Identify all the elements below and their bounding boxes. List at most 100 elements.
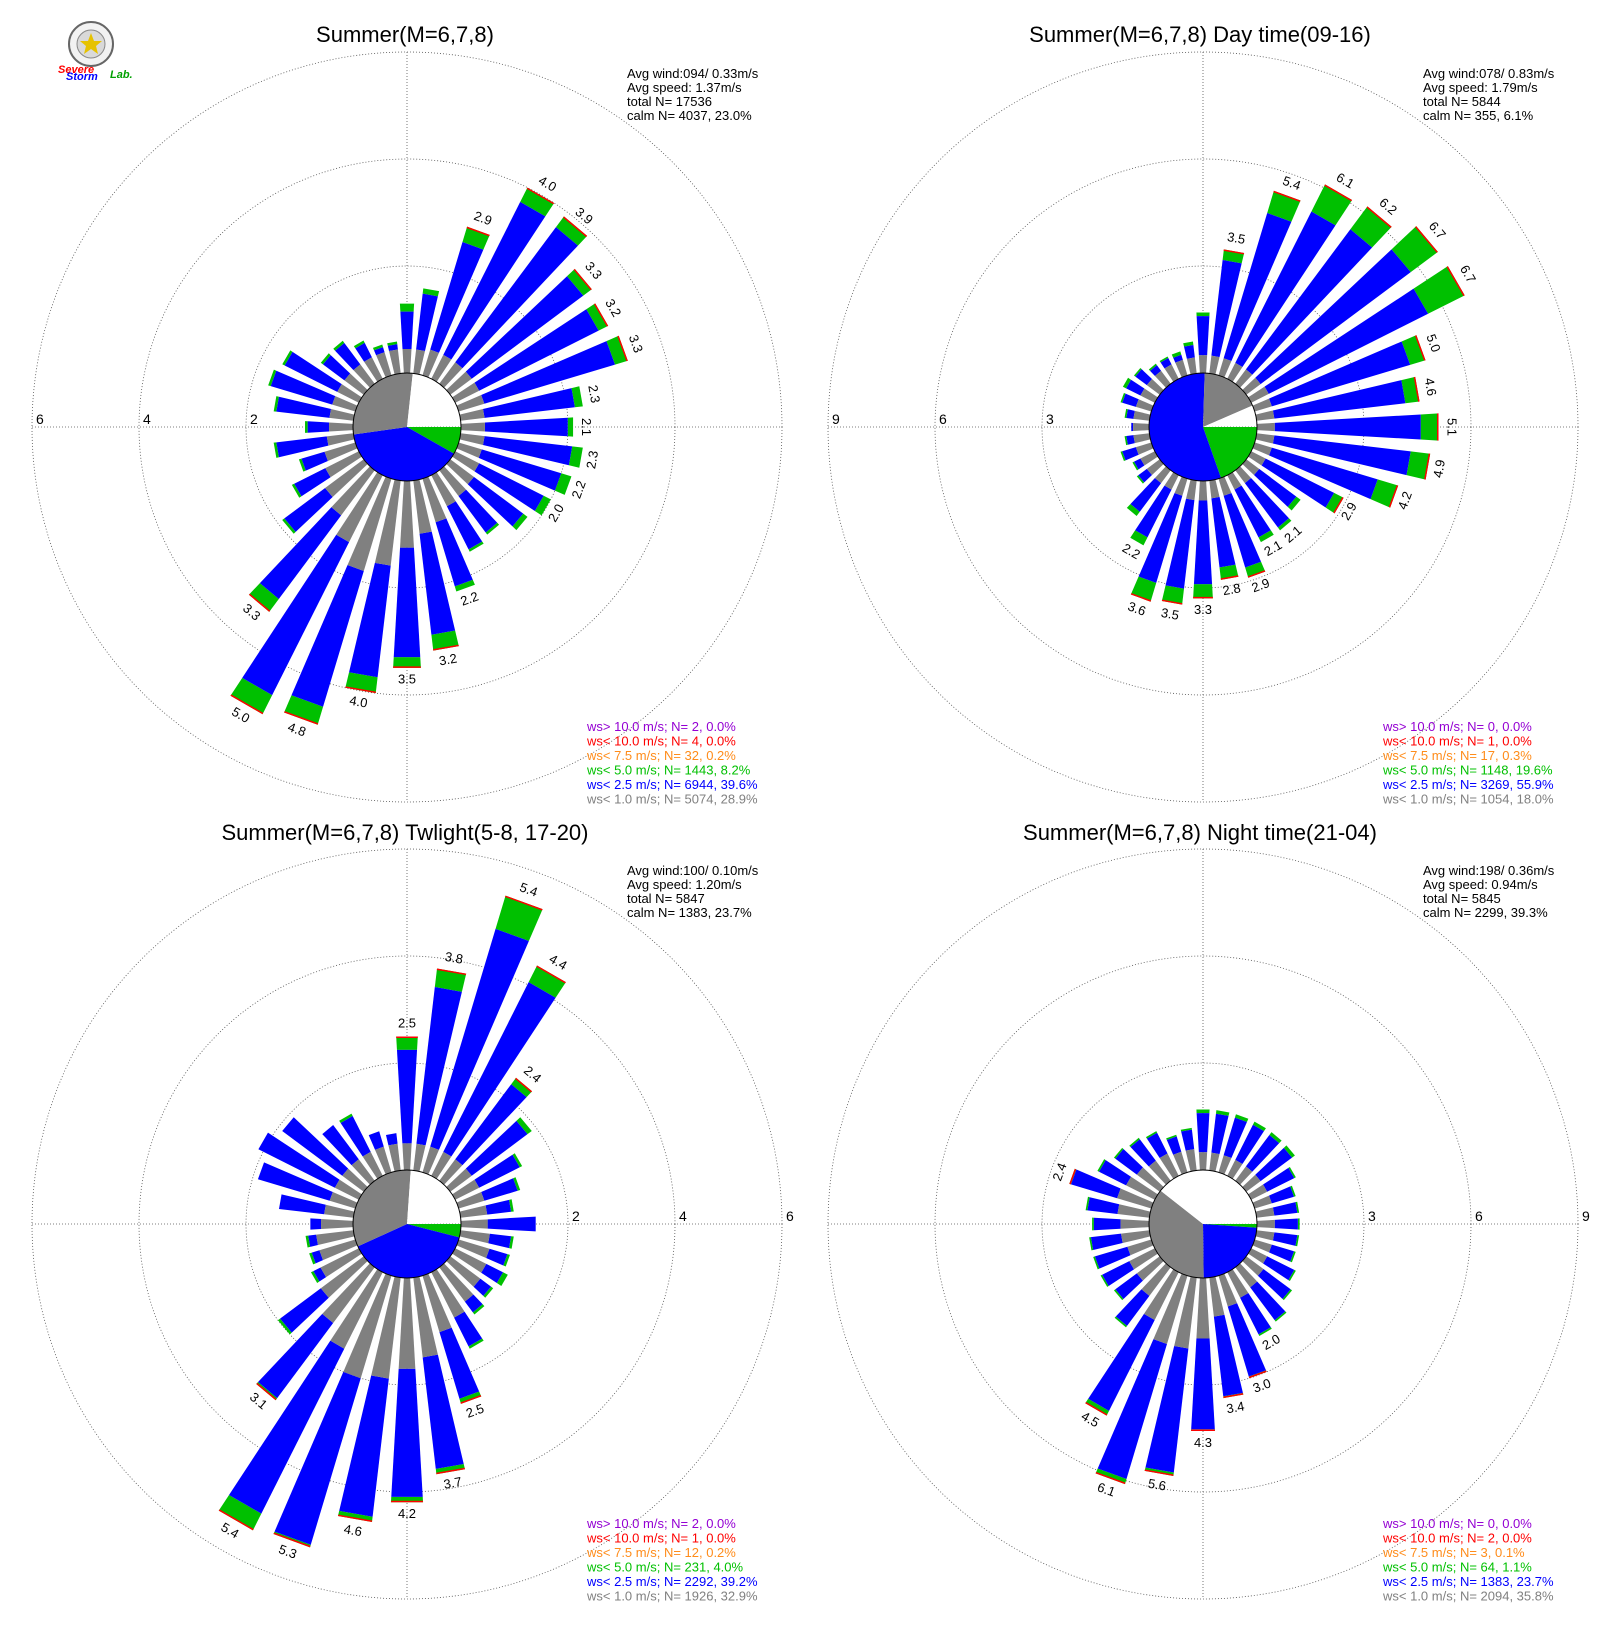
bar-dir-310: [1113, 1147, 1164, 1192]
bar-dir-290: 2.4: [1049, 1161, 1154, 1209]
bar-segment-ws-lt-10: [563, 216, 588, 237]
logo-line-2: Storm: [66, 71, 98, 83]
bar-segment-ws-lt-5: [567, 268, 592, 296]
bar-segment-ws-lt-5: [1092, 1217, 1094, 1231]
bar-segment-ws-lt-2-5: [481, 341, 616, 404]
bar-dir-280: [1124, 408, 1151, 421]
stat-line: Avg speed: 1.20m/s: [627, 877, 742, 892]
bar-segment-ws-lt-1: [1133, 433, 1151, 444]
bar-dir-300: [282, 350, 362, 403]
bar-segment-ws-lt-1: [388, 1143, 401, 1172]
bar-segment-ws-lt-2-5: [443, 982, 556, 1157]
bar-value-label: 4.0: [348, 693, 368, 711]
bar-dir-190: 4.6: [337, 1276, 401, 1539]
bar-segment-ws-lt-1: [446, 459, 474, 485]
stat-line: calm N= 2299, 39.3%: [1423, 905, 1548, 920]
bar-segment-ws-lt-10: [1324, 184, 1353, 202]
bar-segment-ws-lt-2-5: [313, 1267, 327, 1282]
bar-segment-ws-lt-5: [1258, 1327, 1272, 1336]
bar-segment-ws-lt-2-5: [276, 436, 329, 458]
bar-value-label: 5.4: [219, 1519, 242, 1541]
stat-line: Avg wind:100/ 0.10m/s: [627, 863, 759, 878]
bar-segment-ws-lt-5: [310, 1271, 320, 1284]
bar-segment-ws-lt-10: [1437, 413, 1439, 441]
bar-segment-ws-lt-1: [330, 1269, 383, 1349]
bar-dir-270: [310, 1218, 354, 1230]
bar-segment-ws-lt-2-5: [1268, 447, 1378, 500]
bar-dir-240: [310, 1248, 362, 1284]
bar-segment-ws-lt-10: [1248, 1370, 1267, 1379]
ring-tick-label: 6: [786, 1208, 794, 1224]
bar-segment-ws-lt-2-5: [301, 451, 328, 471]
stat-line: Avg speed: 1.37m/s: [627, 80, 742, 95]
pie-slice-ws-lt-2-5: [357, 1224, 460, 1278]
bar-segment-ws-lt-2-5: [1245, 1134, 1280, 1172]
bar-segment-ws-lt-1: [452, 382, 480, 403]
bar-value-label: 3.5: [1160, 605, 1180, 623]
bar-segment-ws-lt-2-5: [1094, 1246, 1131, 1269]
bar-dir-330: [339, 1113, 383, 1179]
bar-segment-ws-lt-2-5: [1115, 1289, 1150, 1326]
bar-segment-ws-lt-10: [1223, 249, 1245, 255]
bar-segment-ws-lt-5: [1145, 1131, 1158, 1139]
bar-segment-ws-lt-2-5: [1070, 1169, 1121, 1199]
bar-dir-200: 4.8: [284, 476, 392, 739]
bar-dir-10: 3.5: [1209, 229, 1247, 375]
bar-segment-ws-lt-5: [485, 522, 500, 535]
bar-segment-ws-lt-1: [1164, 364, 1179, 382]
bar-segment-ws-lt-1: [446, 371, 472, 395]
bar-segment-ws-lt-2-5: [1263, 1167, 1295, 1192]
bar-dir-70: 5.0: [1252, 332, 1444, 412]
bar-segment-ws-lt-5: [396, 1036, 418, 1050]
bar-segment-ws-lt-5: [1113, 1147, 1124, 1159]
bar-segment-ws-lt-1: [371, 1276, 401, 1379]
bar-segment-ws-lt-1: [364, 357, 383, 382]
bar-dir-180: 4.2: [390, 1277, 424, 1521]
bar-segment-ws-lt-1: [316, 1230, 355, 1246]
bar-dir-60: 3.2: [452, 296, 624, 403]
wind-rose-panel-4: Summer(M=6,7,8) Night time(21-04) 3 6 9 2.0 3…: [827, 820, 1590, 1604]
bar-dir-330: [1159, 356, 1179, 382]
bar-segment-ws-lt-5: [268, 369, 277, 387]
bar-segment-ws-lt-5: [305, 421, 308, 433]
bar-segment-ws-lt-1: [1121, 1230, 1151, 1243]
bar-segment-ws-lt-1: [1140, 388, 1158, 403]
pie-slice-ws-lt-2-5: [353, 427, 454, 481]
bar-segment-ws-lt-2-5: [1160, 358, 1172, 369]
bar-segment-ws-lt-2-5: [488, 1233, 512, 1249]
bar-dir-100: 2.3: [459, 433, 601, 470]
bar-segment-ws-lt-2-5: [387, 344, 398, 352]
bar-segment-ws-lt-1: [446, 1168, 472, 1192]
bar-segment-ws-lt-1: [1255, 1230, 1275, 1241]
bar-segment-ws-lt-1: [1218, 358, 1232, 378]
bar-segment-ws-lt-1: [459, 433, 485, 445]
bar-segment-ws-lt-2-5: [1115, 1149, 1143, 1175]
bar-segment-ws-lt-2-5: [474, 309, 599, 391]
bar-dir-50: [1242, 1145, 1295, 1192]
bar-segment-ws-lt-2-5: [1223, 1117, 1247, 1159]
bar-segment-ws-lt-2-5: [308, 1234, 319, 1247]
bar-segment-ws-lt-2-5: [455, 1084, 527, 1166]
bar-value-label: 2.2: [458, 588, 480, 608]
bar-dir-20: 2.9: [422, 208, 494, 378]
bar-segment-ws-lt-5: [468, 1338, 484, 1349]
bar-segment-ws-lt-2-5: [1126, 409, 1135, 419]
bar-segment-ws-lt-5: [1413, 266, 1465, 314]
bar-segment-ws-lt-10: [593, 303, 609, 327]
bar-segment-ws-lt-2-5: [396, 1049, 418, 1144]
bar-dir-230: [1136, 459, 1164, 484]
bar-segment-ws-lt-5: [1283, 1145, 1295, 1158]
bar-dir-110: [1252, 1239, 1296, 1263]
bar-segment-ws-lt-1: [319, 1239, 358, 1261]
bar-dir-180: 4.3: [1191, 1277, 1215, 1450]
bar-segment-ws-lt-10: [1223, 1393, 1244, 1399]
pie-slice-ws-lt-5: [1203, 427, 1257, 478]
bar-dir-20: [1218, 1114, 1249, 1175]
bar-segment-ws-lt-5: [1085, 1196, 1090, 1211]
bar-segment-ws-lt-1: [459, 409, 485, 421]
bar-value-label: 6.7: [1426, 219, 1449, 242]
legend: ws> 10.0 m/s; N= 0, 0.0%ws< 10.0 m/s; N=…: [1382, 719, 1554, 807]
bar-value-label: 4.2: [398, 1506, 416, 1521]
bar-dir-30: 4.0: [431, 173, 559, 382]
bar-segment-ws-lt-5: [1277, 518, 1292, 531]
